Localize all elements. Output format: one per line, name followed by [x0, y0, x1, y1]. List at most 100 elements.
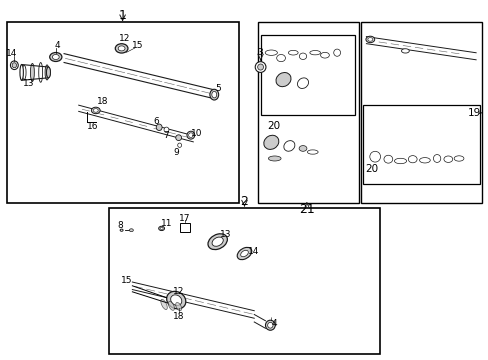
Ellipse shape: [432, 154, 440, 162]
Text: 13: 13: [220, 230, 231, 239]
Ellipse shape: [118, 46, 125, 51]
Ellipse shape: [166, 291, 185, 309]
Text: 14: 14: [247, 247, 259, 256]
Ellipse shape: [240, 250, 248, 257]
Ellipse shape: [383, 155, 392, 163]
Text: 2: 2: [240, 195, 248, 208]
Ellipse shape: [175, 135, 181, 140]
Ellipse shape: [186, 131, 194, 139]
Ellipse shape: [267, 322, 272, 328]
Text: 15: 15: [121, 276, 132, 285]
Text: 3: 3: [257, 48, 263, 57]
Ellipse shape: [212, 237, 223, 246]
Ellipse shape: [158, 226, 164, 230]
Ellipse shape: [320, 52, 329, 58]
Text: 18: 18: [97, 97, 109, 106]
Ellipse shape: [275, 72, 290, 87]
Ellipse shape: [268, 156, 281, 161]
Ellipse shape: [160, 227, 163, 229]
Ellipse shape: [91, 107, 100, 114]
Ellipse shape: [163, 127, 168, 132]
Ellipse shape: [419, 158, 429, 163]
Ellipse shape: [264, 50, 277, 55]
Bar: [179, 223, 190, 232]
Ellipse shape: [288, 50, 298, 55]
Text: 18: 18: [173, 312, 184, 321]
Bar: [363, 105, 479, 184]
Ellipse shape: [333, 49, 340, 56]
Ellipse shape: [207, 234, 227, 249]
Ellipse shape: [120, 229, 123, 231]
Text: 4: 4: [55, 41, 61, 50]
Text: 9: 9: [173, 148, 179, 157]
Ellipse shape: [276, 54, 285, 62]
Ellipse shape: [264, 135, 278, 149]
Ellipse shape: [394, 158, 406, 164]
Ellipse shape: [188, 133, 193, 138]
Ellipse shape: [30, 63, 34, 81]
Text: 20: 20: [365, 164, 378, 174]
Text: 15: 15: [132, 41, 143, 50]
Bar: [261, 35, 354, 116]
Ellipse shape: [50, 53, 62, 62]
Ellipse shape: [255, 62, 265, 72]
Ellipse shape: [257, 64, 263, 70]
Text: 12: 12: [119, 34, 130, 43]
Ellipse shape: [209, 89, 218, 100]
Text: 16: 16: [86, 122, 98, 131]
Ellipse shape: [129, 229, 133, 231]
Ellipse shape: [45, 65, 49, 80]
Bar: [109, 208, 379, 354]
Ellipse shape: [46, 67, 50, 78]
Ellipse shape: [309, 50, 320, 55]
Ellipse shape: [52, 54, 59, 59]
Ellipse shape: [115, 44, 128, 53]
Text: 1: 1: [119, 9, 126, 22]
Ellipse shape: [46, 67, 50, 78]
Ellipse shape: [161, 299, 167, 310]
Ellipse shape: [12, 63, 17, 68]
Text: 17: 17: [179, 214, 190, 223]
Ellipse shape: [93, 109, 98, 112]
Ellipse shape: [237, 247, 251, 260]
Ellipse shape: [10, 61, 18, 69]
Ellipse shape: [39, 63, 42, 82]
Ellipse shape: [20, 64, 23, 80]
Ellipse shape: [170, 295, 182, 305]
Bar: [7, 22, 238, 203]
Text: 10: 10: [191, 129, 202, 138]
Ellipse shape: [299, 53, 306, 59]
Text: 13: 13: [23, 80, 35, 89]
Ellipse shape: [211, 91, 216, 98]
Ellipse shape: [177, 143, 181, 147]
Text: 5: 5: [214, 84, 220, 93]
Text: 7: 7: [163, 131, 169, 140]
Text: 8: 8: [117, 221, 123, 230]
Text: 14: 14: [6, 49, 17, 58]
Text: 11: 11: [161, 219, 172, 228]
Ellipse shape: [299, 145, 306, 151]
Ellipse shape: [369, 151, 380, 162]
Text: 21: 21: [299, 203, 314, 216]
Ellipse shape: [297, 78, 308, 89]
Ellipse shape: [265, 320, 275, 330]
Text: 19: 19: [467, 108, 480, 118]
Polygon shape: [58, 57, 219, 95]
Ellipse shape: [175, 302, 181, 311]
Ellipse shape: [22, 65, 26, 80]
Text: 12: 12: [173, 287, 184, 296]
Text: 4: 4: [271, 319, 277, 328]
Ellipse shape: [407, 156, 416, 163]
Ellipse shape: [168, 301, 174, 310]
Ellipse shape: [156, 124, 162, 131]
Bar: [257, 22, 358, 203]
Text: 20: 20: [266, 121, 280, 131]
Ellipse shape: [367, 38, 372, 41]
Text: 6: 6: [153, 117, 158, 126]
Ellipse shape: [307, 150, 318, 154]
Bar: [360, 22, 481, 203]
Ellipse shape: [283, 141, 294, 151]
Ellipse shape: [453, 156, 463, 161]
Ellipse shape: [443, 156, 452, 162]
Ellipse shape: [365, 36, 374, 42]
